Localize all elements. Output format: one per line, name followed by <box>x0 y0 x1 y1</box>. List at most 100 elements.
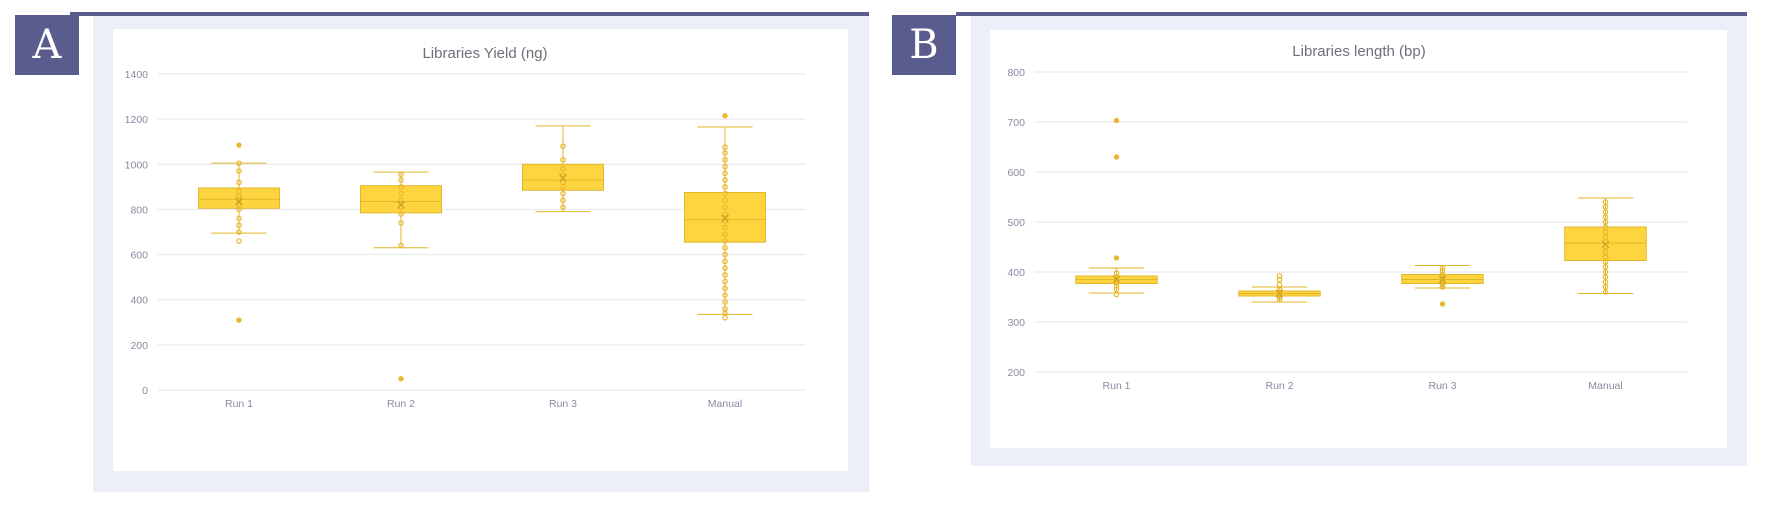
data-point <box>722 285 728 292</box>
mean-marker <box>1438 275 1447 284</box>
data-point <box>722 150 728 156</box>
data-point <box>1439 271 1446 278</box>
outlier-point <box>1439 301 1446 307</box>
data-point <box>236 160 242 166</box>
data-point <box>722 258 728 265</box>
data-point <box>398 184 404 190</box>
data-point <box>722 305 728 312</box>
data-point <box>560 166 566 172</box>
outlier-point <box>236 317 242 323</box>
data-point <box>1113 277 1120 283</box>
data-point <box>236 222 242 229</box>
y-tick-label: 200 <box>130 340 148 352</box>
chart-a-title: Libraries Yield (ng) <box>422 45 547 62</box>
data-point <box>722 251 728 258</box>
x-tick-label: Manual <box>708 398 742 410</box>
data-point <box>236 179 242 186</box>
data-point <box>1113 286 1120 293</box>
chart-b-title: Libraries length (bp) <box>1292 43 1425 60</box>
data-point <box>1602 214 1609 220</box>
outlier-point <box>236 142 242 148</box>
data-point <box>560 156 566 163</box>
y-tick-label: 600 <box>1007 167 1025 179</box>
y-tick-label: 400 <box>130 295 148 307</box>
data-point <box>1113 283 1120 289</box>
data-point <box>1602 204 1609 210</box>
mean-marker <box>1275 289 1284 298</box>
data-point <box>398 171 404 178</box>
data-point <box>1602 234 1609 240</box>
data-point <box>1439 268 1446 274</box>
x-tick-label: Run 2 <box>1265 380 1293 392</box>
data-point <box>236 215 242 222</box>
panel-a-top-bar <box>70 12 869 16</box>
data-point <box>560 179 566 186</box>
data-point <box>722 177 728 183</box>
outlier-point <box>398 376 404 382</box>
data-point <box>722 314 728 321</box>
x-tick-label: Manual <box>1588 380 1622 392</box>
data-point <box>1602 229 1609 235</box>
panel-b-letter: B <box>892 15 956 75</box>
data-point <box>1602 199 1609 205</box>
data-point <box>1602 254 1609 260</box>
mean-marker <box>1112 275 1121 283</box>
data-point <box>560 143 566 150</box>
data-point <box>1276 276 1283 283</box>
y-tick-label: 200 <box>1007 367 1025 379</box>
outlier-point <box>1113 154 1120 160</box>
data-point <box>560 190 566 197</box>
data-point <box>722 144 728 151</box>
y-tick-label: 1400 <box>125 69 149 81</box>
x-tick-label: Run 1 <box>1102 380 1130 392</box>
data-point <box>722 299 728 305</box>
data-point <box>722 170 728 177</box>
data-point <box>236 229 242 235</box>
data-point <box>1602 249 1609 255</box>
panel-b-top-bar <box>956 12 1747 16</box>
data-point <box>1276 281 1283 288</box>
data-point <box>398 211 404 217</box>
data-point <box>560 197 566 204</box>
y-tick-label: 400 <box>1007 267 1025 279</box>
x-tick-label: Run 3 <box>549 398 577 410</box>
data-point <box>1602 219 1609 225</box>
data-point <box>722 224 728 231</box>
mean-marker <box>397 200 405 209</box>
y-tick-label: 1200 <box>125 114 149 126</box>
data-point <box>1276 273 1283 279</box>
y-tick-label: 500 <box>1007 217 1025 229</box>
outlier-point <box>722 113 728 119</box>
data-point <box>236 238 242 244</box>
y-tick-label: 800 <box>1007 67 1025 79</box>
data-point <box>722 204 728 210</box>
y-tick-label: 1000 <box>125 159 149 171</box>
data-point <box>722 197 728 204</box>
mean-marker <box>721 214 729 223</box>
data-point <box>398 190 404 197</box>
data-point <box>560 204 566 210</box>
data-point <box>722 278 728 285</box>
data-point <box>722 190 728 197</box>
box-iqr <box>684 192 766 243</box>
y-tick-label: 0 <box>142 385 148 397</box>
x-tick-label: Run 1 <box>225 398 253 410</box>
data-point <box>722 163 728 170</box>
data-point <box>722 211 728 217</box>
mean-marker <box>235 197 243 206</box>
data-point <box>722 238 728 244</box>
data-point <box>722 272 728 278</box>
data-point <box>722 231 728 238</box>
mean-marker <box>559 173 567 182</box>
panel-a-letter: A <box>15 15 79 75</box>
outlier-point <box>1113 117 1120 124</box>
data-point <box>398 177 404 183</box>
data-point <box>722 292 728 299</box>
outlier-point <box>1113 255 1120 261</box>
data-point <box>1602 209 1609 215</box>
mean-marker <box>1601 240 1610 249</box>
box-iqr <box>360 185 442 214</box>
data-point <box>1113 280 1120 286</box>
data-point <box>236 188 242 195</box>
data-point <box>722 245 728 251</box>
